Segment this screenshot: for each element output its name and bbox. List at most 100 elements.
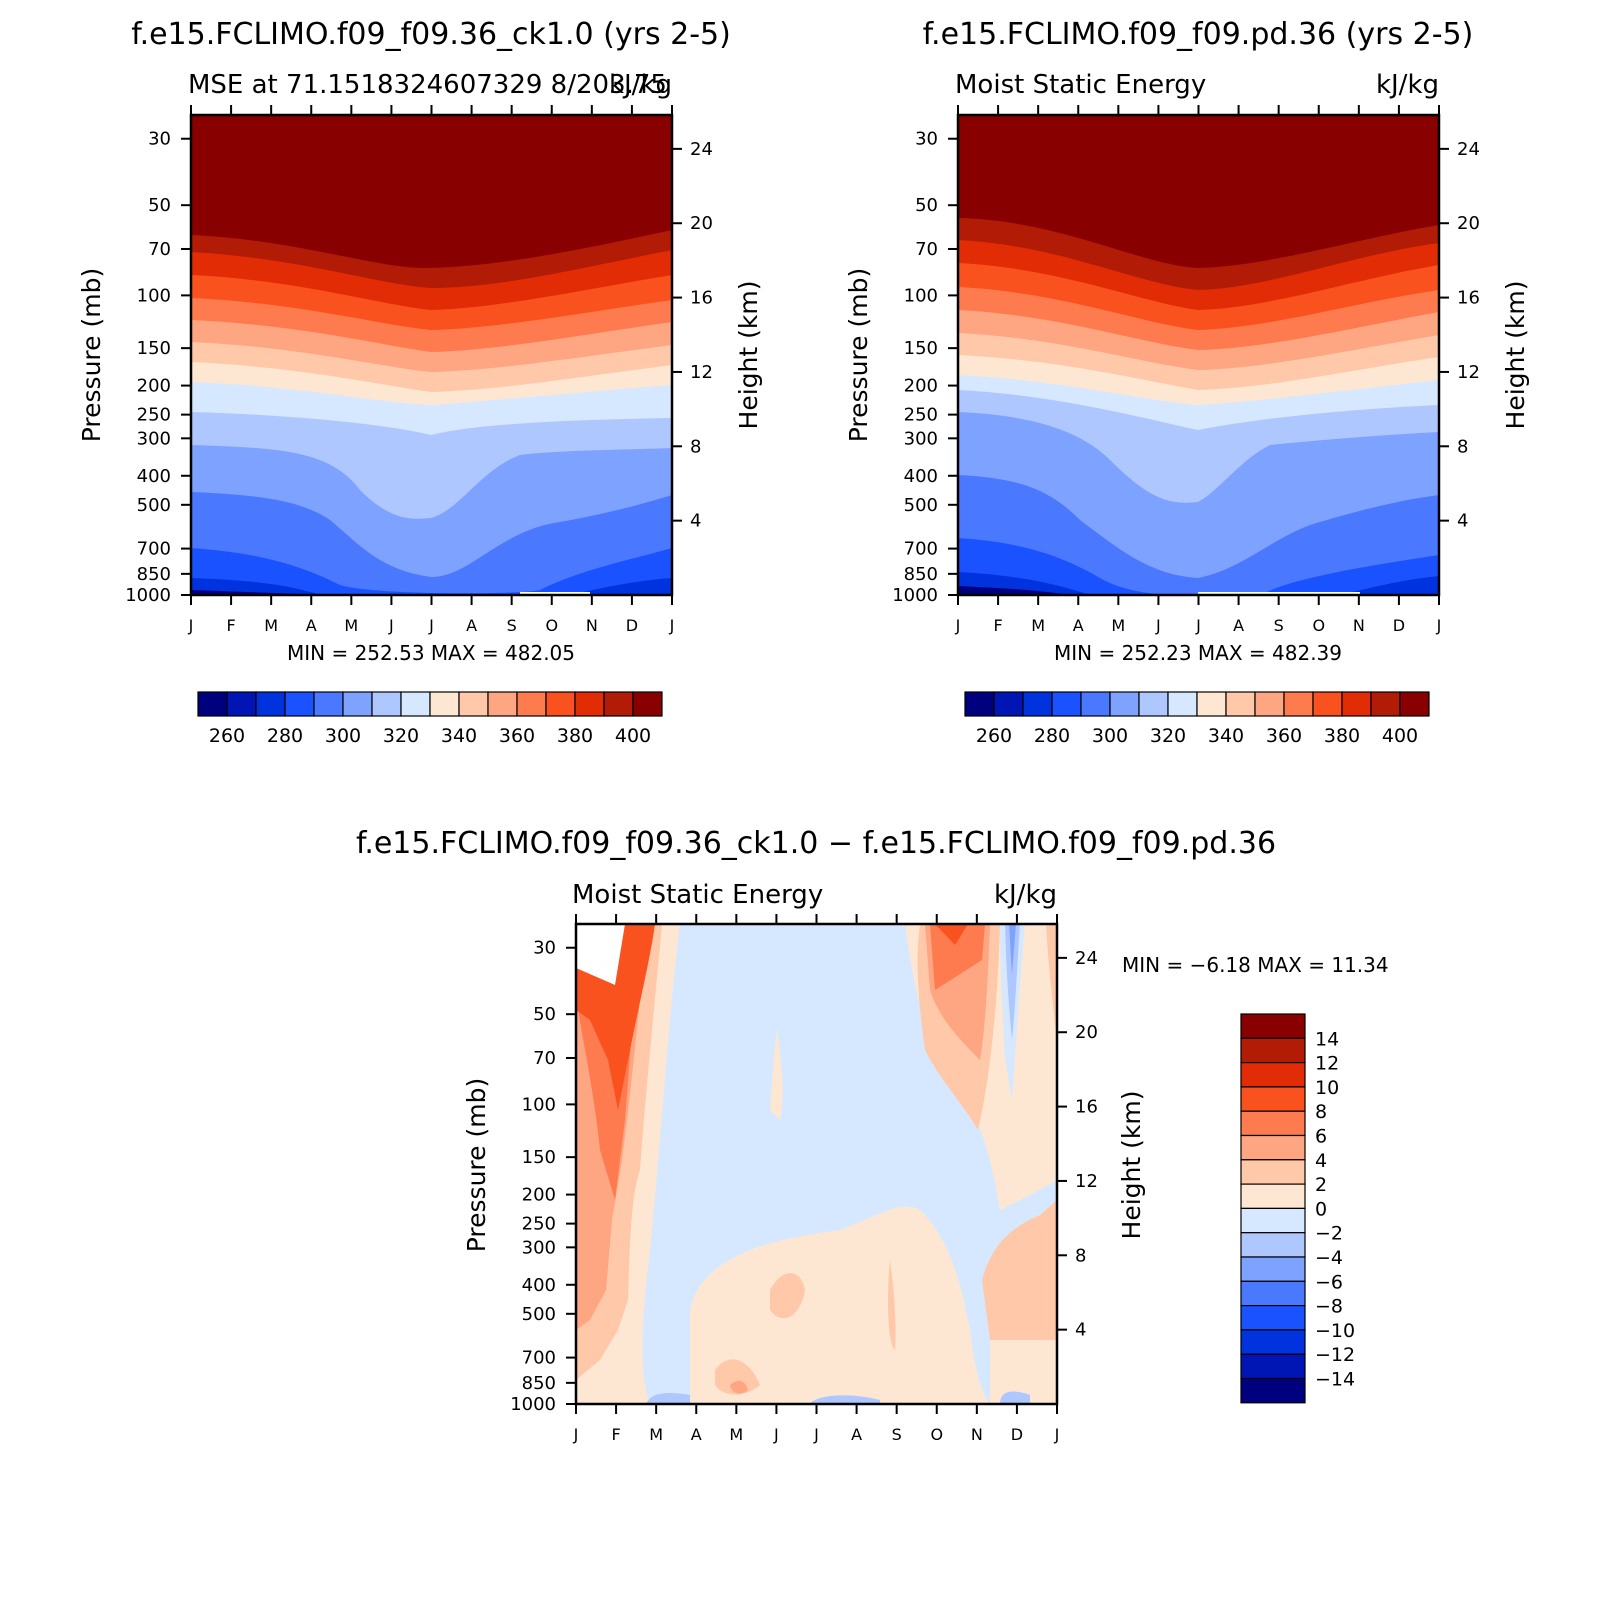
month-label: J (1054, 1425, 1060, 1444)
pressure-label: 30 (148, 129, 171, 150)
colorbar-swatch (313, 691, 344, 717)
pressure-label: 50 (148, 195, 171, 216)
pressure-label: 400 (137, 466, 171, 487)
colorbar-swatch (1312, 691, 1343, 717)
pressure-label: 250 (137, 405, 171, 426)
colorbar-label: 14 (1315, 1028, 1339, 1050)
month-label: J (813, 1425, 819, 1444)
month-label: O (545, 616, 558, 635)
pressure-label: 70 (533, 1048, 556, 1069)
pressure-label: 500 (904, 495, 938, 516)
colorbar-swatch (1240, 1207, 1306, 1234)
height-label: 8 (690, 436, 701, 457)
colorbar-swatch (371, 691, 402, 717)
pressure-label: 200 (522, 1185, 556, 1206)
colorbar-swatch (1240, 1280, 1306, 1307)
panel-2-ylabel-right: Height (km) (1501, 281, 1530, 430)
colorbar-swatch (1240, 1353, 1306, 1380)
colorbar-swatch (284, 691, 315, 717)
colorbar-swatch (1080, 691, 1111, 717)
panel-2-subtitle-left: Moist Static Energy (955, 70, 1206, 100)
panel-3: f.e15.FCLIMO.f09_f09.36_ck1.0 − f.e15.FC… (356, 826, 1389, 1444)
height-label: 24 (1457, 139, 1480, 160)
month-label: F (226, 616, 235, 635)
colorbar-label: −10 (1315, 1320, 1355, 1342)
month-label: N (971, 1425, 983, 1444)
pressure-label: 150 (904, 338, 938, 359)
pressure-label: 50 (533, 1004, 556, 1025)
month-label: F (611, 1425, 620, 1444)
colorbar-swatch (1240, 1110, 1306, 1137)
colorbar-swatch (1240, 1329, 1306, 1355)
colorbar-label: 6 (1315, 1126, 1327, 1148)
pressure-label: 700 (522, 1348, 556, 1369)
colorbar-label: 260 (209, 725, 245, 747)
pressure-label: 100 (522, 1094, 556, 1115)
colorbar-swatch (458, 691, 489, 717)
colorbar-label: 380 (557, 725, 593, 747)
colorbar-label: 0 (1315, 1198, 1327, 1220)
colorbar-swatch (1254, 691, 1285, 717)
colorbar-label: 400 (615, 725, 651, 747)
colorbar-label: 360 (499, 725, 535, 747)
pressure-label: 500 (522, 1304, 556, 1325)
height-label: 12 (690, 362, 713, 383)
colorbar-swatch (1051, 691, 1082, 717)
pressure-label: 70 (915, 239, 938, 260)
colorbar-swatch (1240, 1232, 1306, 1258)
panel-2-ylabel-left: Pressure (mb) (844, 268, 873, 442)
height-label: 24 (1075, 948, 1098, 969)
colorbar-swatch (1240, 1377, 1306, 1404)
colorbar-label: 10 (1315, 1077, 1339, 1099)
colorbar-swatch (993, 691, 1024, 717)
colorbar-swatch (487, 691, 518, 717)
month-label: A (1233, 616, 1244, 635)
panel-2-min-max: MIN = 252.23 MAX = 482.39 (1054, 641, 1342, 665)
month-label: D (626, 616, 638, 635)
month-label: D (1011, 1425, 1023, 1444)
month-label: M (649, 1425, 663, 1444)
month-label: M (264, 616, 278, 635)
pressure-label: 50 (915, 195, 938, 216)
colorbar-label: 2 (1315, 1174, 1327, 1196)
colorbar-swatch (197, 691, 228, 717)
month-label: J (955, 616, 961, 635)
pressure-label: 850 (904, 564, 938, 585)
height-label: 12 (1075, 1171, 1098, 1192)
colorbar-label: 320 (383, 725, 419, 747)
month-label: J (1195, 616, 1201, 635)
colorbar-swatch (429, 691, 460, 717)
pressure-label: 30 (915, 129, 938, 150)
month-label: S (1274, 616, 1284, 635)
colorbar-label: 300 (325, 725, 361, 747)
month-label: J (388, 616, 394, 635)
panel-1-contour-field (191, 115, 672, 595)
panel-3-ylabel-left: Pressure (mb) (462, 1078, 491, 1252)
month-label: J (773, 1425, 779, 1444)
height-label: 4 (1457, 511, 1468, 532)
pressure-label: 400 (522, 1275, 556, 1296)
month-label: J (1155, 616, 1161, 635)
height-label: 4 (690, 511, 701, 532)
colorbar-swatch (226, 691, 257, 717)
panel-2-title: f.e15.FCLIMO.f09_f09.pd.36 (yrs 2-5) (923, 17, 1474, 52)
colorbar-label: 300 (1092, 725, 1128, 747)
pressure-label: 300 (522, 1237, 556, 1258)
height-label: 20 (1457, 213, 1480, 234)
month-label: M (1111, 616, 1125, 635)
colorbar-swatch (964, 691, 995, 717)
panel-1: f.e15.FCLIMO.f09_f09.36_ck1.0 (yrs 2-5) … (77, 17, 763, 747)
colorbar-swatch (1240, 1061, 1306, 1088)
pressure-label: 400 (904, 466, 938, 487)
colorbar-label: 380 (1324, 725, 1360, 747)
colorbar-label: −4 (1315, 1247, 1343, 1269)
month-label: F (993, 616, 1002, 635)
month-label: D (1393, 616, 1405, 635)
colorbar-swatch (1225, 691, 1256, 717)
pressure-label: 700 (904, 539, 938, 560)
pressure-label: 70 (148, 239, 171, 260)
height-label: 4 (1075, 1320, 1086, 1341)
pressure-label: 200 (904, 376, 938, 397)
